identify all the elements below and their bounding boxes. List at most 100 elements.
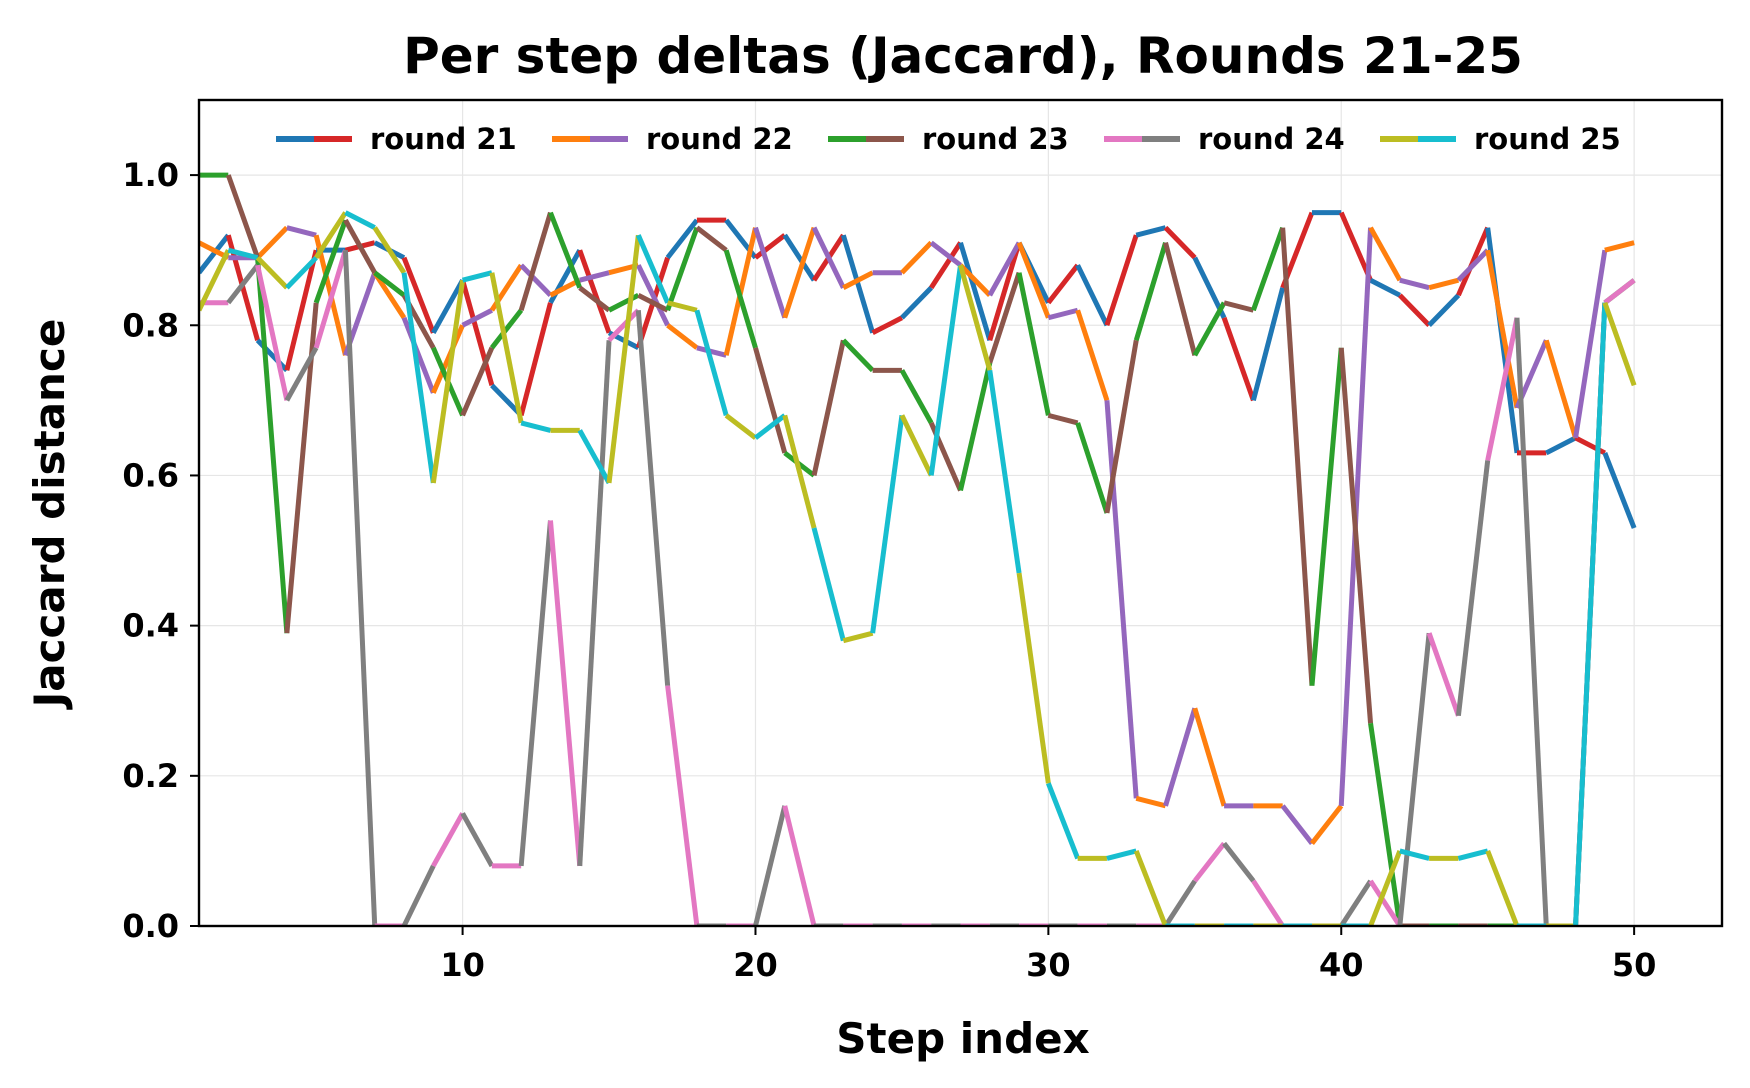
series-segment xyxy=(1135,795,1167,809)
series-segment xyxy=(284,346,319,402)
chart-title: Per step deltas (Jaccard), Rounds 21-25 xyxy=(403,27,1523,85)
x-tick-label: 30 xyxy=(1026,946,1071,984)
series-segment xyxy=(520,420,552,433)
series-segment xyxy=(1163,879,1197,926)
series-segment xyxy=(899,414,934,477)
series-segment xyxy=(607,308,641,343)
series-segment xyxy=(1223,300,1255,313)
series-line xyxy=(199,225,1635,845)
axis-ticks: 10 20 30 40 50 0.0 0.2 0.4 0.6 0.8 1.0 xyxy=(122,156,1656,984)
series-segment xyxy=(401,864,436,926)
series-segment xyxy=(987,241,1022,342)
series-segment xyxy=(1309,347,1344,686)
series-segment xyxy=(1163,242,1198,356)
series-segment xyxy=(929,240,963,268)
series-segment xyxy=(1104,339,1139,514)
legend-label: round 23 xyxy=(922,122,1069,156)
y-tick-label: 0.4 xyxy=(122,607,179,645)
series-segment xyxy=(373,270,406,298)
series-segment xyxy=(782,414,817,529)
series-segment xyxy=(636,234,670,304)
series-segment xyxy=(1222,841,1256,883)
series-line xyxy=(199,210,1637,529)
series-segment xyxy=(1428,277,1460,291)
series-segment xyxy=(1399,277,1430,291)
legend-item: round 23 xyxy=(828,122,1069,156)
series-segment xyxy=(1399,848,1430,861)
series-segment xyxy=(1604,240,1635,253)
series-segment xyxy=(518,211,553,311)
series-segment xyxy=(606,234,641,484)
series-segment xyxy=(1545,435,1577,456)
series-segment xyxy=(1514,317,1549,926)
series-segment xyxy=(637,293,669,313)
series-segment xyxy=(461,308,494,328)
series-segment xyxy=(549,277,581,298)
series-segment xyxy=(899,369,934,425)
series-segment xyxy=(1075,422,1110,514)
series-segment xyxy=(255,225,289,260)
series-segment xyxy=(1369,277,1401,298)
series-segment xyxy=(1309,804,1344,845)
series-segment xyxy=(199,233,231,275)
series-segment xyxy=(1106,848,1137,861)
y-tick-label: 0.8 xyxy=(122,306,179,344)
series-segment xyxy=(782,805,817,926)
series-segment xyxy=(1104,234,1139,327)
series-segment xyxy=(1338,347,1374,724)
series-segment xyxy=(1075,264,1110,327)
y-tick-label: 0.2 xyxy=(122,757,179,795)
series-segment xyxy=(1016,241,1051,319)
series-segment xyxy=(635,310,671,686)
series-segment xyxy=(1398,293,1431,328)
series-segment xyxy=(1280,227,1315,686)
series-segment xyxy=(665,685,700,926)
series-segment xyxy=(782,226,817,319)
series-segment xyxy=(1016,572,1051,784)
series-segment xyxy=(578,285,611,313)
series-segment xyxy=(695,225,728,253)
series-segment xyxy=(1368,722,1403,926)
series-segment xyxy=(841,338,875,373)
series-segment xyxy=(1133,241,1168,342)
series-segment xyxy=(1339,879,1373,926)
series-segment xyxy=(870,415,905,634)
series-segment xyxy=(1573,249,1608,439)
series-segment xyxy=(577,249,612,334)
series-segment xyxy=(929,241,963,290)
series-segment xyxy=(1046,782,1080,860)
series-segment xyxy=(665,218,699,260)
series-segment xyxy=(1016,272,1051,416)
series-segment xyxy=(753,347,788,454)
series-segment xyxy=(1046,263,1080,305)
series-segment xyxy=(1368,226,1403,282)
series-segment xyxy=(1251,879,1285,926)
series-segment xyxy=(579,270,610,283)
series-segment xyxy=(1251,226,1286,312)
series-segment xyxy=(1192,707,1227,807)
series-segment xyxy=(1485,249,1520,409)
series-segment xyxy=(753,805,788,926)
series-segment xyxy=(1135,225,1167,238)
series-segment xyxy=(255,257,290,634)
series-segment xyxy=(900,285,934,320)
series-segment xyxy=(431,279,465,334)
series-segment xyxy=(460,346,495,417)
series-segment xyxy=(1427,293,1461,328)
series-segment xyxy=(840,234,876,334)
series-segment xyxy=(1397,632,1432,926)
series-segment xyxy=(900,240,934,275)
series-segment xyxy=(1543,339,1578,439)
series-segment xyxy=(255,264,290,401)
series-segment xyxy=(1280,804,1314,845)
series-lines xyxy=(199,172,1637,926)
series-segment xyxy=(1455,460,1491,717)
legend-item: round 22 xyxy=(552,122,793,156)
series-line xyxy=(199,210,1637,926)
x-tick-label: 10 xyxy=(440,946,485,984)
series-segment xyxy=(1163,707,1198,807)
series-segment xyxy=(344,210,376,230)
series-segment xyxy=(431,812,465,868)
x-tick-label: 50 xyxy=(1612,946,1657,984)
